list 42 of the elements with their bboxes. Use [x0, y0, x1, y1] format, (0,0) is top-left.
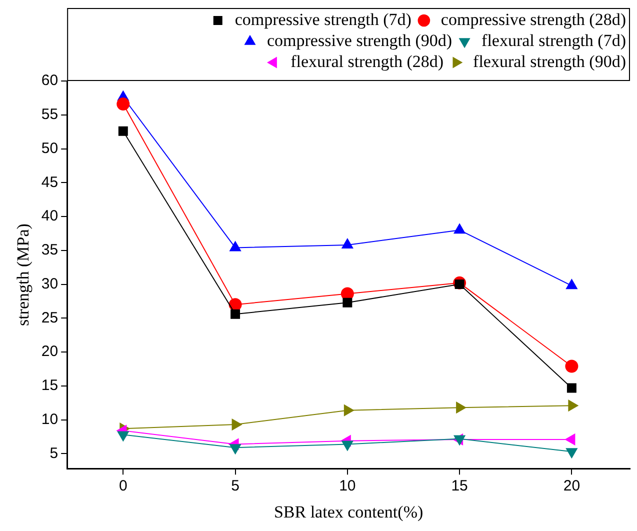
x-tick-label: 5 [231, 478, 240, 495]
point [118, 126, 128, 136]
x-tick-label: 15 [451, 478, 468, 495]
point [565, 434, 576, 446]
y-tick-label: 25 [41, 309, 58, 326]
point [342, 298, 352, 308]
point [230, 309, 240, 319]
y-tick-label: 45 [41, 174, 58, 191]
y-tick-label: 20 [41, 343, 58, 360]
y-tick-label: 15 [41, 377, 58, 394]
point [454, 224, 466, 234]
point [230, 241, 241, 252]
y-tick-label: 55 [41, 106, 58, 124]
y-tick-label: 40 [41, 208, 58, 225]
x-tick-label: 10 [339, 478, 356, 495]
y-tick-label: 5 [50, 444, 58, 462]
point [344, 404, 354, 416]
legend-label: compressive strength (90d) [266, 30, 452, 50]
legend-label: flexural strength (90d) [473, 52, 626, 71]
point [230, 444, 241, 454]
point [342, 238, 354, 248]
point [566, 383, 576, 393]
point [116, 98, 130, 111]
legend-label: flexural strength (28d) [290, 52, 444, 71]
point [232, 418, 242, 430]
y-tick-label: 35 [41, 242, 58, 259]
legend-label: compressive strength (28d) [440, 10, 626, 29]
x-tick-label: 0 [118, 478, 128, 495]
x-axis-title: SBR latex content(%) [274, 502, 424, 522]
y-tick-label: 30 [41, 275, 58, 292]
x-tick-label: 20 [563, 478, 580, 495]
y-axis-title: strength (MPa) [14, 224, 33, 326]
point [566, 448, 578, 458]
point [342, 440, 354, 451]
y-tick-label: 50 [41, 140, 58, 157]
legend-label: flexural strength (7d) [482, 30, 626, 50]
point [117, 431, 129, 442]
point [566, 279, 578, 290]
y-tick-label: 60 [41, 72, 58, 90]
legend-label: compressive strength (7d) [234, 10, 412, 29]
point [565, 360, 578, 373]
y-tick-label: 10 [41, 410, 58, 428]
